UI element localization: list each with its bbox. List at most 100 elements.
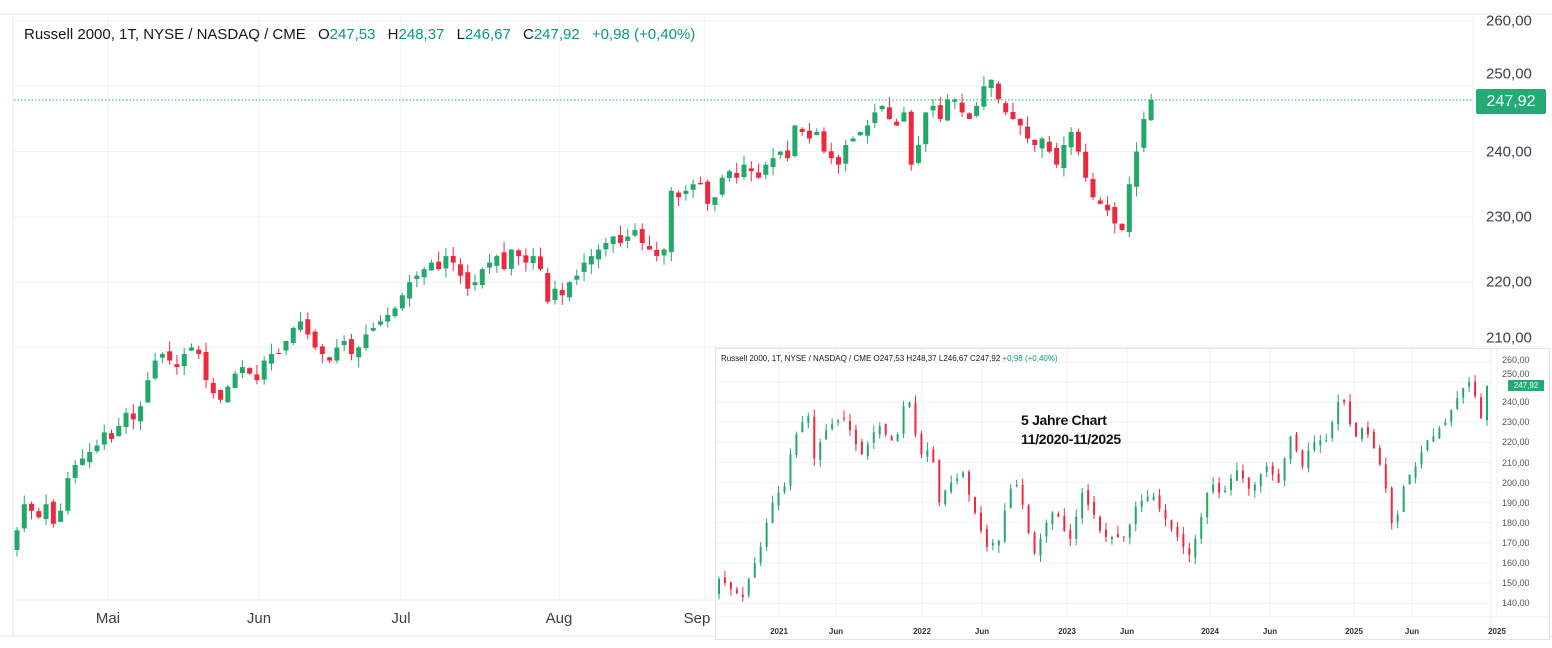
inset-candle-body xyxy=(735,589,738,594)
inset-candle xyxy=(718,576,720,600)
inset-candle xyxy=(1045,519,1048,543)
main-candle-body xyxy=(1039,138,1045,149)
main-candle xyxy=(174,355,180,375)
main-candle-body xyxy=(290,327,296,343)
inset-candle xyxy=(1051,511,1054,530)
inset-candle-body xyxy=(974,497,976,513)
inset-candle-body xyxy=(813,416,816,459)
low-label: L xyxy=(456,26,465,43)
main-candle xyxy=(385,307,391,328)
main-candle xyxy=(436,251,442,271)
inset-candle-body xyxy=(837,420,840,423)
main-candle xyxy=(327,356,333,364)
main-candle xyxy=(777,150,783,160)
inset-candle xyxy=(1444,418,1447,426)
inset-candle-body xyxy=(1259,474,1262,486)
inset-candle-body xyxy=(997,540,1000,546)
inset-candle xyxy=(1420,445,1423,469)
main-candle-body xyxy=(625,236,631,241)
main-candle-body xyxy=(639,229,645,244)
inset-candle xyxy=(1087,484,1090,511)
main-candle xyxy=(283,340,289,356)
main-candle-body xyxy=(741,164,747,178)
main-candle-body xyxy=(1090,178,1096,198)
inset-candle-body xyxy=(1378,447,1381,465)
inset-candle-body xyxy=(932,449,935,463)
main-candle xyxy=(334,339,340,364)
main-candle-body xyxy=(756,172,762,178)
inset-last-price-badge: 247,92 xyxy=(1508,380,1544,391)
inset-candle xyxy=(962,470,965,479)
inset-candle-body xyxy=(789,454,792,486)
inset-candle xyxy=(1241,464,1244,483)
main-candle-body xyxy=(734,173,740,178)
main-candle-body xyxy=(843,145,849,164)
inset-candle xyxy=(747,577,750,599)
time-tick-label: Mai xyxy=(95,610,121,627)
main-candle xyxy=(756,163,762,179)
inset-candle-body xyxy=(1003,510,1006,542)
inset-candle-body xyxy=(1468,382,1471,387)
main-candle xyxy=(36,507,42,519)
main-candle xyxy=(1148,93,1154,121)
main-candle-body xyxy=(894,121,900,126)
main-candle-body xyxy=(937,105,943,119)
inset-candle-body xyxy=(1366,427,1369,435)
last-price-badge: 247,92 xyxy=(1476,89,1546,114)
inset-candle xyxy=(741,587,744,602)
inset-candle xyxy=(985,524,988,552)
main-candle xyxy=(537,247,543,271)
inset-candle-body xyxy=(1253,484,1256,491)
main-candle xyxy=(625,228,631,249)
main-candle xyxy=(203,342,209,389)
main-candle-body xyxy=(1105,204,1110,211)
inset-candle-body xyxy=(920,433,923,455)
main-candle xyxy=(603,237,609,257)
inset-candle-body xyxy=(1224,490,1227,492)
main-candle-body xyxy=(181,354,187,367)
inset-candle xyxy=(1271,462,1274,481)
inset-candle-body xyxy=(938,459,941,503)
main-candle-body xyxy=(705,181,711,204)
main-candle-body xyxy=(690,184,696,190)
price-tick-label: 250,00 xyxy=(1486,65,1532,83)
inset-candle-body xyxy=(1408,474,1411,485)
inset-candle-body xyxy=(1486,386,1488,421)
inset-price-tick-label: 260,00 xyxy=(1502,355,1530,365)
main-candle xyxy=(901,107,907,122)
inset-time-tick-label: 2022 xyxy=(913,627,931,636)
inset-candle xyxy=(926,442,929,463)
inset-candle xyxy=(908,401,911,409)
inset-candle-body xyxy=(1307,450,1310,468)
main-candle-body xyxy=(806,130,812,139)
main-candle xyxy=(676,190,682,206)
price-tick-label: 220,00 xyxy=(1486,273,1532,291)
main-candle xyxy=(596,244,602,269)
inset-candle-body xyxy=(1093,501,1096,515)
main-candle-body xyxy=(1003,103,1009,113)
main-candle xyxy=(1119,223,1125,232)
main-candle xyxy=(276,348,282,355)
inset-candle xyxy=(1480,393,1483,419)
inset-candle xyxy=(1265,462,1268,478)
main-candle xyxy=(254,364,260,385)
main-candle-body xyxy=(530,256,536,264)
main-candle xyxy=(821,127,827,154)
inset-candle-body xyxy=(890,436,893,441)
inset-candle-body xyxy=(985,528,988,547)
open-value: 247,53 xyxy=(329,26,376,43)
chart-legend: Russell 2000, 1T, NYSE / NASDAQ / CME O2… xyxy=(24,26,695,43)
inset-candle xyxy=(819,438,822,468)
inset-candle xyxy=(783,482,786,494)
inset-candle-body xyxy=(1402,486,1405,512)
main-candle xyxy=(428,259,434,271)
inset-candle xyxy=(968,469,971,502)
main-candle xyxy=(1083,143,1089,182)
main-candle-body xyxy=(65,478,71,511)
inset-candle-body xyxy=(1265,466,1268,472)
main-candle-body xyxy=(901,112,907,122)
inset-price-tick-label: 220,00 xyxy=(1502,437,1530,448)
inset-candle-body xyxy=(729,582,732,590)
main-candle-body xyxy=(109,433,115,439)
